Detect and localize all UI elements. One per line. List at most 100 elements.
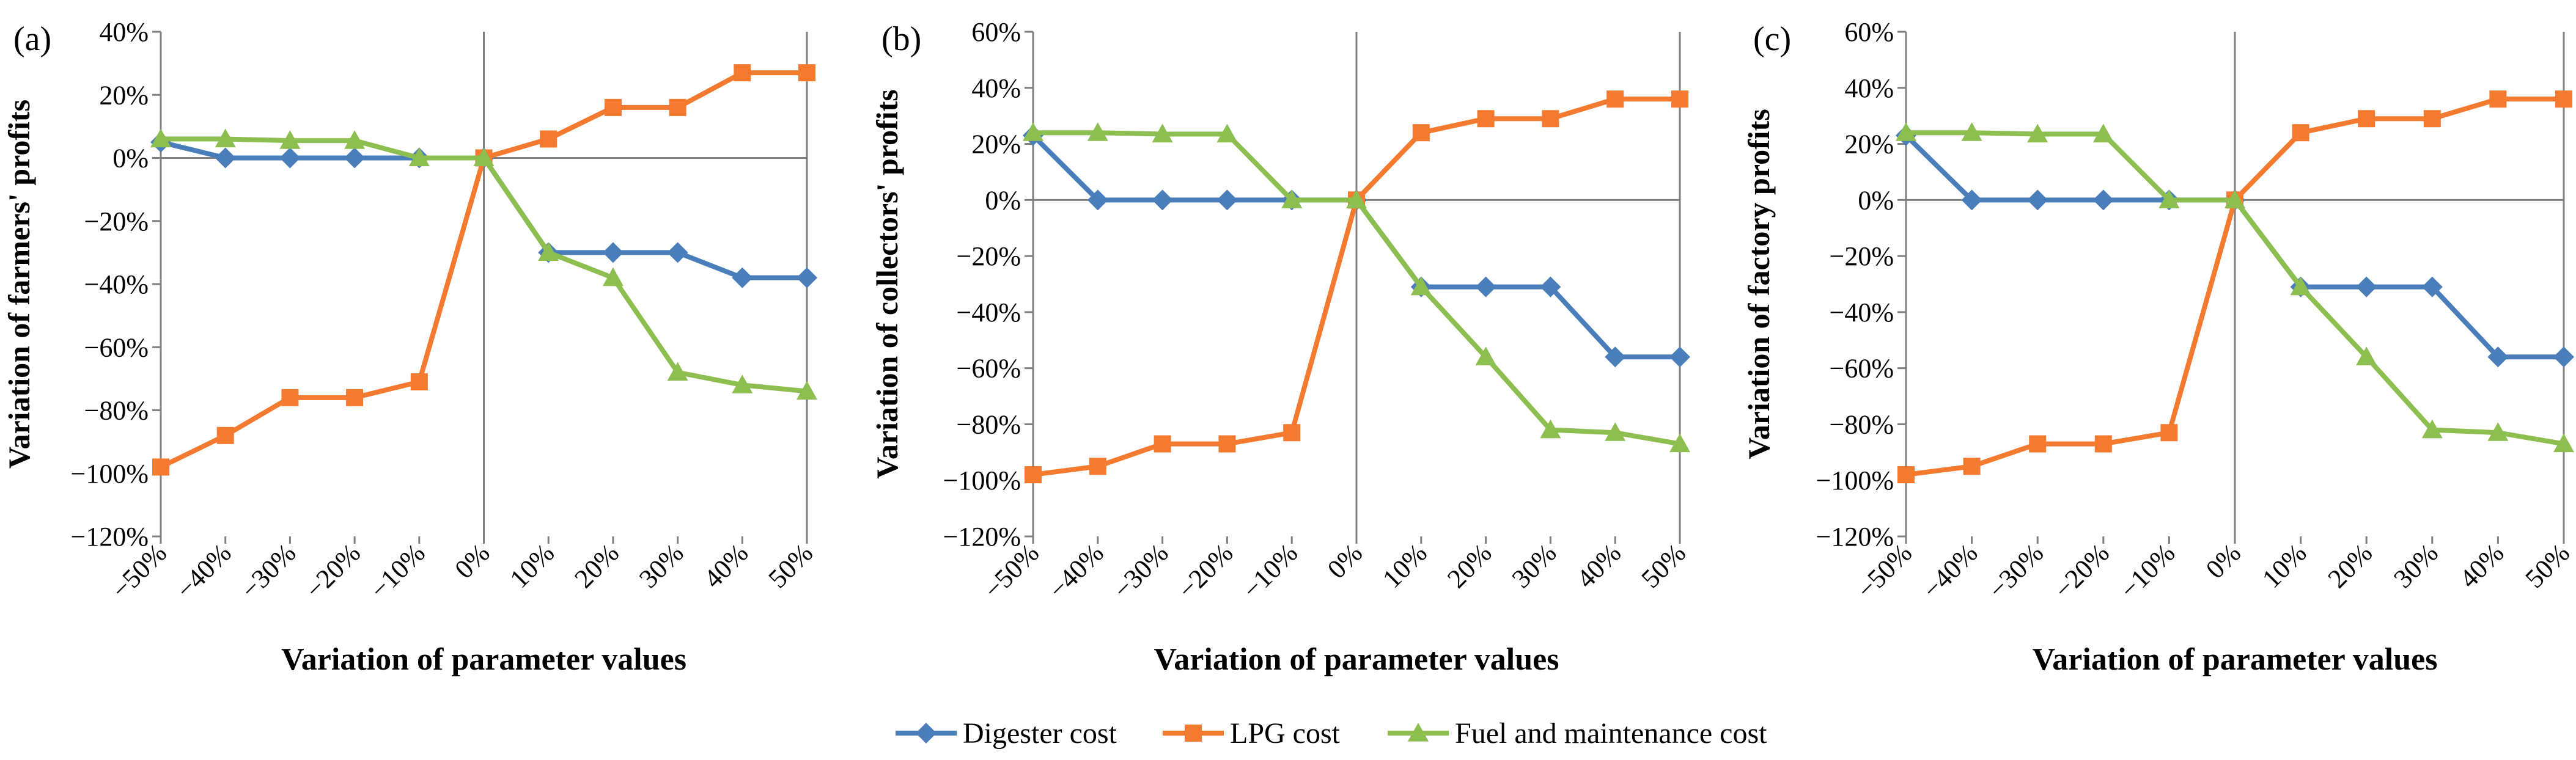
data-point-digester [2421, 276, 2443, 298]
data-point-fuel [1087, 122, 1108, 141]
x-tick-label: 50% [762, 538, 819, 594]
data-point-fuel [1152, 123, 1173, 143]
data-point-fuel [1605, 422, 1626, 441]
y-tick-label: −80% [1830, 409, 1894, 439]
data-point-lpg [152, 458, 169, 476]
y-tick-label: −60% [84, 332, 149, 362]
data-point-digester [1087, 189, 1108, 211]
data-point-fuel [1346, 189, 1367, 208]
data-point-lpg [216, 426, 234, 444]
x-tick-label: 30% [633, 538, 690, 594]
legend-item-lpg: LPG cost [1163, 717, 1341, 750]
x-tick-label: 0% [449, 538, 495, 584]
data-point-lpg [346, 389, 364, 406]
y-tick-label: −20% [1830, 241, 1894, 271]
data-point-fuel [732, 375, 753, 393]
data-point-digester [1152, 189, 1173, 211]
data-point-fuel [215, 128, 236, 148]
y-tick-label: −120% [71, 522, 149, 552]
legend-item-digester: Digester cost [896, 717, 1117, 750]
y-tick-label: −60% [957, 354, 1021, 384]
data-point-fuel [667, 362, 688, 381]
panel-label: (c) [1753, 20, 1791, 58]
y-tick-label: 0% [1858, 185, 1894, 215]
data-point-digester [279, 147, 301, 169]
x-tick-label: 0% [2200, 538, 2247, 584]
data-point-fuel [2027, 123, 2048, 143]
data-point-digester [2553, 346, 2574, 368]
data-point-digester [1540, 276, 1561, 298]
x-tick-label: 10% [504, 538, 561, 594]
data-point-digester [1961, 189, 1982, 211]
y-tick-label: 40% [1844, 73, 1894, 103]
y-tick-label: −40% [957, 298, 1021, 327]
x-tick-label: 40% [1571, 538, 1627, 594]
data-point-fuel [1281, 189, 1303, 208]
data-point-fuel [602, 267, 624, 287]
data-point-lpg [540, 130, 558, 148]
panel-label: (a) [13, 20, 51, 58]
data-point-fuel [538, 242, 559, 261]
legend-marker-fuel [1408, 723, 1429, 742]
data-point-fuel [2158, 189, 2180, 208]
y-tick-label: −40% [1830, 298, 1894, 327]
data-point-fuel [2487, 422, 2509, 441]
x-tick-label: −10% [364, 538, 431, 604]
x-tick-label: −10% [2114, 538, 2180, 604]
y-tick-label: −100% [943, 466, 1021, 495]
y-tick-label: 20% [1844, 130, 1894, 159]
y-tick-label: 40% [99, 17, 149, 47]
data-point-digester [602, 242, 624, 263]
data-point-lpg [1412, 124, 1430, 142]
y-axis-title: Variation of collectors' profits [870, 89, 904, 478]
x-tick-label: 50% [2519, 538, 2575, 594]
data-point-lpg [281, 389, 299, 406]
y-tick-label: −80% [957, 409, 1021, 439]
data-point-lpg [1477, 110, 1495, 128]
data-point-fuel [279, 130, 301, 149]
y-tick-label: 0% [112, 144, 149, 174]
x-tick-label: 0% [1322, 538, 1368, 584]
x-tick-label: 50% [1635, 538, 1691, 594]
y-tick-label: −120% [943, 522, 1021, 552]
data-point-fuel [344, 130, 366, 149]
y-tick-label: −40% [84, 269, 149, 299]
panel-label: (b) [881, 20, 921, 58]
data-point-lpg [2489, 90, 2507, 108]
legend-item-fuel: Fuel and maintenance cost [1388, 717, 1767, 750]
x-tick-label: 20% [569, 538, 625, 594]
data-point-digester [1669, 346, 1690, 368]
data-point-digester [2356, 276, 2377, 298]
legend-marker-digester [916, 723, 937, 744]
y-tick-label: −20% [84, 206, 149, 236]
data-point-fuel [408, 147, 430, 167]
y-tick-label: −80% [84, 396, 149, 426]
data-point-lpg [2094, 435, 2112, 453]
data-point-lpg [1025, 466, 1042, 484]
data-point-fuel [473, 147, 495, 167]
x-tick-label: 30% [1506, 538, 1562, 594]
data-point-lpg [1963, 458, 1981, 475]
data-point-fuel [2553, 433, 2574, 453]
x-tick-label: 40% [2454, 538, 2510, 594]
data-point-fuel [2092, 123, 2114, 143]
x-tick-label: −40% [1043, 538, 1110, 604]
data-point-lpg [1671, 90, 1688, 108]
x-tick-label: 20% [2322, 538, 2379, 594]
data-point-digester [215, 147, 236, 169]
data-point-digester [2487, 346, 2509, 368]
x-axis-title: Variation of parameter values [1154, 642, 1559, 677]
x-tick-label: 10% [1377, 538, 1433, 594]
x-tick-label: 10% [2256, 538, 2313, 594]
data-point-lpg [2292, 124, 2309, 142]
data-point-fuel [2225, 189, 2245, 208]
data-point-fuel [1023, 122, 1043, 141]
chart-panel-c: (c) 60% 40% 20% 0% −20% −40% −60% −80% −100% −120%… [1742, 17, 2575, 677]
data-point-fuel [2356, 346, 2377, 365]
data-point-lpg [1542, 110, 1559, 128]
data-point-digester [2092, 189, 2114, 211]
data-point-digester [1605, 346, 1626, 368]
x-tick-label: −40% [171, 538, 237, 604]
y-tick-label: −120% [1816, 522, 1894, 552]
y-tick-label: 60% [971, 17, 1021, 47]
